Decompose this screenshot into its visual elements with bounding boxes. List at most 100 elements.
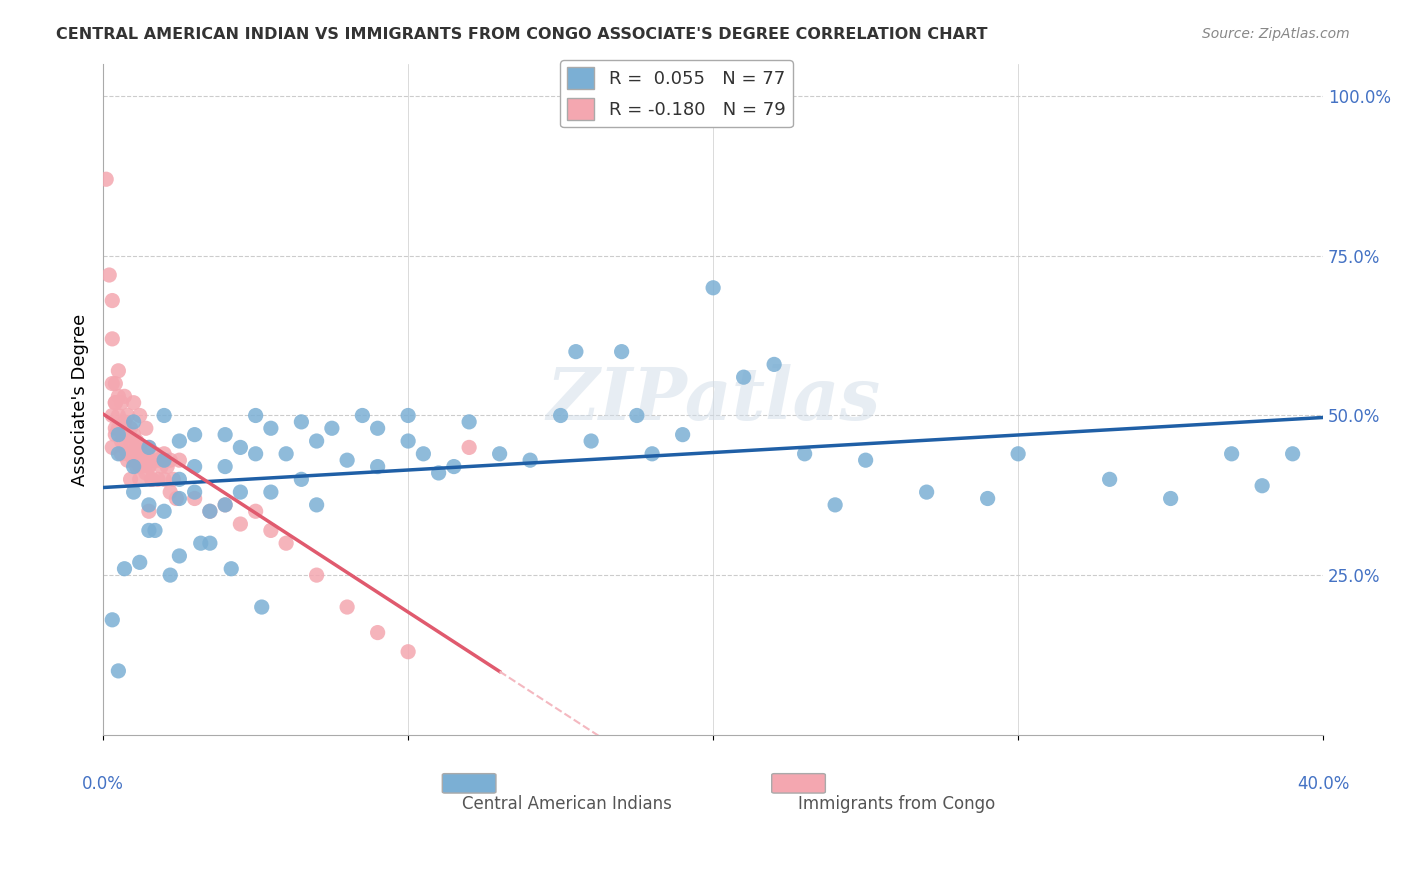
- Point: [367, 625, 389, 640]
- Point: [138, 498, 160, 512]
- Point: [260, 485, 283, 500]
- Point: [101, 441, 124, 455]
- Point: [107, 427, 129, 442]
- Point: [214, 498, 236, 512]
- Point: [107, 421, 129, 435]
- Text: ZIPatlas: ZIPatlas: [546, 364, 880, 435]
- Point: [138, 441, 160, 455]
- Point: [321, 421, 343, 435]
- Point: [138, 459, 160, 474]
- Point: [159, 453, 181, 467]
- Point: [733, 370, 755, 384]
- Point: [565, 344, 588, 359]
- Point: [1098, 472, 1121, 486]
- Point: [159, 568, 181, 582]
- Point: [458, 415, 481, 429]
- Point: [169, 434, 191, 448]
- Point: [143, 524, 166, 538]
- Text: Immigrants from Congo: Immigrants from Congo: [797, 795, 995, 814]
- Point: [110, 447, 132, 461]
- FancyBboxPatch shape: [443, 773, 496, 793]
- Point: [1281, 447, 1303, 461]
- Point: [336, 600, 359, 615]
- Point: [443, 459, 465, 474]
- Point: [976, 491, 998, 506]
- Point: [141, 472, 163, 486]
- Point: [260, 421, 283, 435]
- Point: [138, 441, 160, 455]
- Point: [128, 409, 150, 423]
- Point: [114, 389, 136, 403]
- Point: [198, 504, 221, 518]
- Point: [122, 453, 145, 467]
- Point: [117, 447, 139, 461]
- Point: [114, 415, 136, 429]
- Point: [107, 409, 129, 423]
- Point: [101, 613, 124, 627]
- Point: [245, 409, 267, 423]
- Point: [488, 447, 510, 461]
- Point: [626, 409, 648, 423]
- Point: [122, 427, 145, 442]
- Point: [141, 472, 163, 486]
- Point: [153, 447, 176, 461]
- Point: [153, 504, 176, 518]
- Point: [135, 421, 157, 435]
- Point: [579, 434, 602, 448]
- FancyBboxPatch shape: [772, 773, 825, 793]
- Point: [101, 376, 124, 391]
- Point: [135, 466, 157, 480]
- Point: [165, 491, 187, 506]
- Point: [458, 441, 481, 455]
- Point: [229, 516, 252, 531]
- Legend: R =  0.055   N = 77, R = -0.180   N = 79: R = 0.055 N = 77, R = -0.180 N = 79: [560, 60, 793, 128]
- Point: [122, 395, 145, 409]
- Point: [367, 459, 389, 474]
- Y-axis label: Associate's Degree: Associate's Degree: [72, 313, 89, 485]
- Point: [150, 459, 173, 474]
- Point: [122, 415, 145, 429]
- Point: [1251, 479, 1274, 493]
- Point: [169, 453, 191, 467]
- Point: [183, 485, 205, 500]
- Point: [138, 459, 160, 474]
- Point: [146, 472, 169, 486]
- Point: [190, 536, 212, 550]
- Point: [104, 395, 127, 409]
- Point: [915, 485, 938, 500]
- Point: [159, 485, 181, 500]
- Point: [120, 447, 142, 461]
- Point: [117, 427, 139, 442]
- Point: [114, 562, 136, 576]
- Point: [122, 485, 145, 500]
- Point: [122, 459, 145, 474]
- Point: [120, 434, 142, 448]
- Point: [824, 498, 846, 512]
- Point: [104, 421, 127, 435]
- Point: [276, 536, 298, 550]
- Point: [214, 427, 236, 442]
- Point: [1007, 447, 1029, 461]
- Point: [110, 395, 132, 409]
- Point: [117, 409, 139, 423]
- Point: [132, 447, 155, 461]
- Point: [96, 172, 118, 186]
- Point: [138, 524, 160, 538]
- Point: [641, 447, 664, 461]
- Point: [305, 498, 328, 512]
- Point: [793, 447, 815, 461]
- Point: [412, 447, 434, 461]
- Point: [104, 395, 127, 409]
- Point: [427, 466, 450, 480]
- Point: [122, 453, 145, 467]
- Point: [1220, 447, 1243, 461]
- Text: Source: ZipAtlas.com: Source: ZipAtlas.com: [1202, 27, 1350, 41]
- Point: [135, 453, 157, 467]
- Point: [183, 459, 205, 474]
- Point: [169, 472, 191, 486]
- Point: [117, 453, 139, 467]
- Point: [352, 409, 374, 423]
- Point: [114, 441, 136, 455]
- Point: [305, 434, 328, 448]
- Point: [198, 536, 221, 550]
